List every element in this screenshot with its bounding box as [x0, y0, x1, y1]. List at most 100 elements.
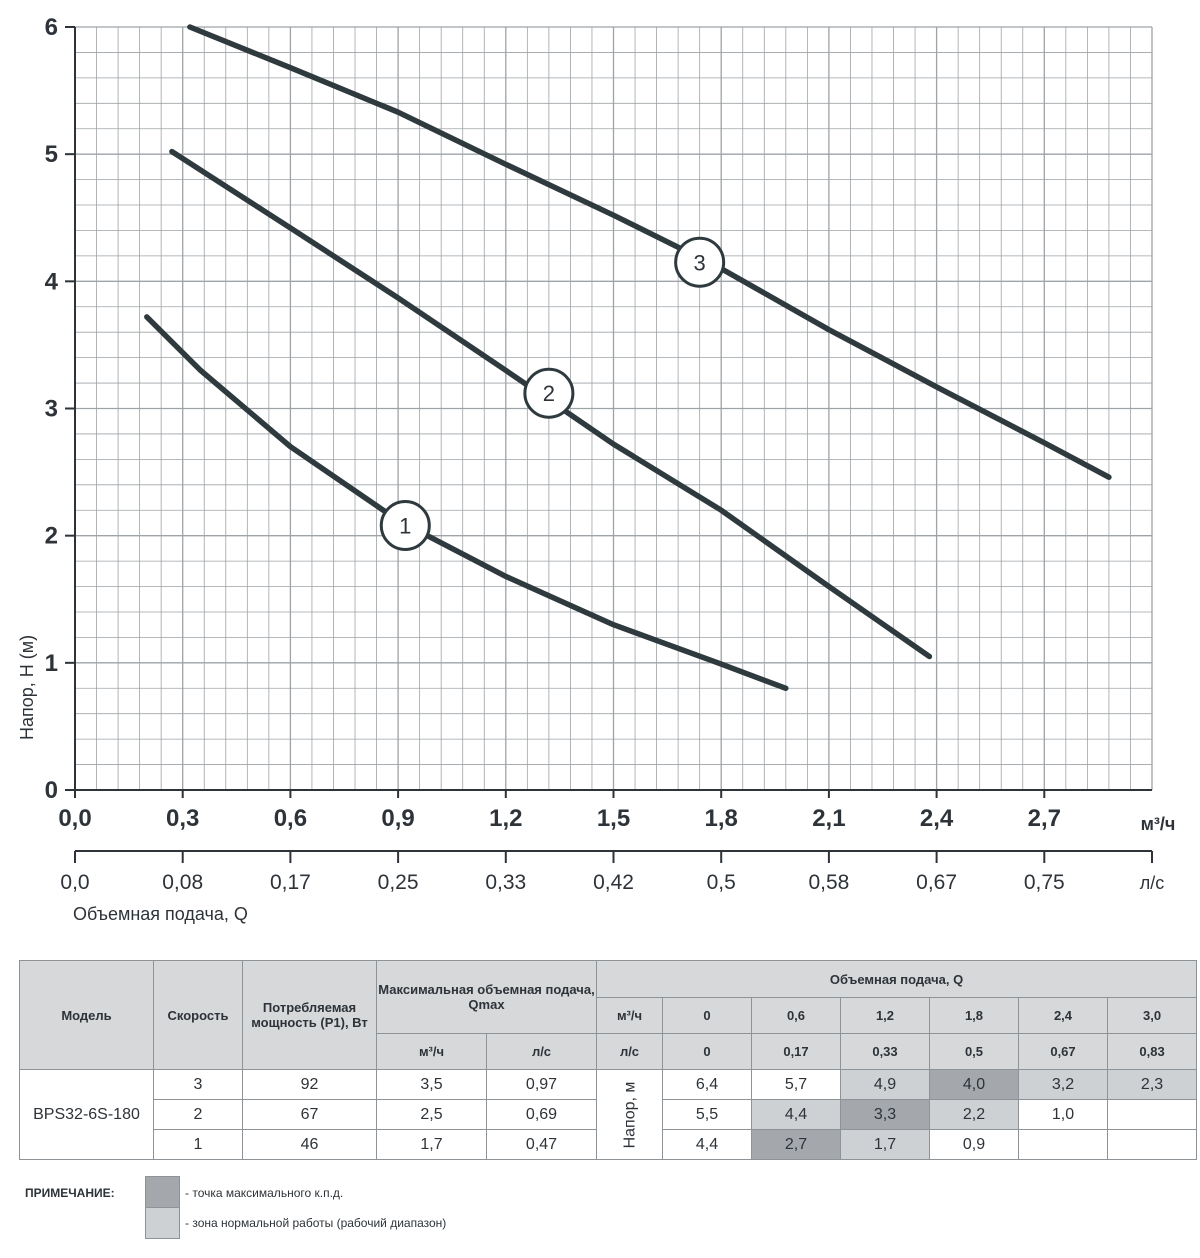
x-tick-label: 1,8	[705, 805, 738, 832]
speed-cell: 3	[153, 1069, 243, 1100]
x2-tick-label: 0,58	[808, 871, 849, 894]
head-value-cell: 1,0	[1018, 1099, 1108, 1130]
head-value-cell: 4,9	[840, 1069, 930, 1100]
x2-unit-label: л/с	[1140, 873, 1165, 893]
x2-tick-label: 0,5	[707, 871, 736, 894]
curve-label-circle	[674, 236, 726, 288]
x2-tick-label: 0,67	[916, 871, 957, 894]
x2-tick-label: 0,25	[378, 871, 419, 894]
header-flow-ls: 0,5	[929, 1033, 1019, 1070]
chart-labels: 0 1 2 3 4 5 6 0,0 0,3 0,6 0,9 1,2 1,5 1,8 2,1 2,4 2,7 м³/…	[45, 14, 1176, 894]
curve-label-1: 1	[399, 513, 411, 538]
power-cell: 92	[242, 1069, 377, 1100]
normal-zone-text: - зона нормальной работы (рабочий диапаз…	[185, 1216, 447, 1230]
y-axis-label: Напор, H (м)	[17, 635, 37, 740]
header-speed: Скорость	[153, 960, 243, 1070]
qmax-m3h-cell: 1,7	[376, 1129, 487, 1160]
head-value-cell	[1106, 1129, 1198, 1160]
qmax-ls-cell: 0,47	[486, 1129, 597, 1160]
performance-table: Модель Скорость Потребляемая мощность (P…	[19, 960, 1198, 1160]
y-tick-label: 2	[45, 523, 58, 550]
x-tick-label: 2,7	[1028, 805, 1061, 832]
head-value-cell	[1106, 1099, 1198, 1130]
head-value-cell: 5,7	[751, 1069, 841, 1100]
head-value-cell: 6,4	[662, 1069, 752, 1100]
header-flow-m3h: 0	[662, 997, 752, 1034]
head-label: Напор, м	[621, 1081, 639, 1148]
qmax-ls-cell: 0,97	[486, 1069, 597, 1100]
x2-tick-label: 0,0	[60, 871, 89, 894]
x-tick-label: 1,2	[489, 805, 522, 832]
chart-axes	[65, 26, 1153, 863]
head-value-cell: 4,4	[662, 1129, 752, 1160]
header-flow-ls: 0,67	[1018, 1033, 1108, 1070]
x-tick-label: 1,5	[597, 805, 630, 832]
x-tick-label: 0,6	[274, 805, 307, 832]
header-model: Модель	[19, 960, 154, 1070]
x2-tick-label: 0,08	[162, 871, 203, 894]
note-label: ПРИМЕЧАНИЕ:	[25, 1186, 115, 1200]
pump-curve-chart: 0 1 2 3 4 5 6 0,0 0,3 0,6 0,9 1,2 1,5 1,8 2,1 2,4 2,7 м³/…	[17, 14, 1176, 924]
header-qmax-unit-m3h: м³/ч	[376, 1033, 487, 1070]
legend-note: ПРИМЕЧАНИЕ: - точка максимального к.п.д.…	[25, 1176, 625, 1240]
curve-label-3: 3	[694, 250, 706, 275]
header-flow-ls: 0,83	[1106, 1033, 1198, 1070]
head-value-cell: 5,5	[662, 1099, 752, 1130]
chart-grid	[74, 26, 1153, 791]
header-flow-unit-ls: л/с	[596, 1033, 663, 1070]
header-flow-m3h: 0,6	[751, 997, 841, 1034]
header-flow-m3h: 1,2	[840, 997, 930, 1034]
head-value-cell: 1,7	[840, 1129, 930, 1160]
header-flow-ls: 0,33	[840, 1033, 930, 1070]
model-cell: BPS32-6S-180	[19, 1069, 154, 1160]
head-value-cell: 2,3	[1106, 1069, 1198, 1100]
x2-tick-label: 0,17	[270, 871, 311, 894]
header-flow-m3h: 1,8	[929, 997, 1019, 1034]
curve-label-circle	[379, 499, 431, 551]
power-cell: 67	[242, 1099, 377, 1130]
head-value-cell	[1018, 1129, 1108, 1160]
power-cell: 46	[242, 1129, 377, 1160]
head-value-cell: 2,7	[751, 1129, 841, 1160]
header-flow-ls: 0,17	[751, 1033, 841, 1070]
x-tick-label: 0,0	[58, 805, 91, 832]
x-axis-label: Объемная подача, Q	[73, 904, 248, 924]
x-unit-label: м³/ч	[1141, 814, 1176, 834]
curve-label-circle	[523, 367, 575, 419]
header-flow-m3h: 2,4	[1018, 997, 1108, 1034]
curve-series-1	[144, 314, 789, 692]
y-tick-label: 3	[45, 396, 58, 423]
y-tick-label: 0	[45, 777, 58, 804]
y-tick-label: 6	[45, 14, 58, 41]
qmax-m3h-cell: 3,5	[376, 1069, 487, 1100]
header-qmax-unit-ls: л/с	[486, 1033, 597, 1070]
curve-label-2: 2	[543, 381, 555, 406]
head-value-cell: 3,2	[1018, 1069, 1108, 1100]
speed-cell: 1	[153, 1129, 243, 1160]
header-flow-ls: 0	[662, 1033, 752, 1070]
head-value-cell: 4,0	[929, 1069, 1019, 1100]
head-value-cell: 3,3	[840, 1099, 930, 1130]
x-tick-label: 0,3	[166, 805, 199, 832]
head-value-cell: 0,9	[929, 1129, 1019, 1160]
head-label-cell: Напор, м	[596, 1069, 663, 1160]
speed-cell: 2	[153, 1099, 243, 1130]
header-power: Потребляемая мощность (P1), Вт	[242, 960, 377, 1070]
y-tick-label: 5	[45, 141, 58, 168]
y-tick-label: 4	[45, 268, 59, 295]
x2-tick-label: 0,42	[593, 871, 634, 894]
x-tick-label: 2,4	[920, 805, 954, 832]
head-value-cell: 2,2	[929, 1099, 1019, 1130]
max-efficiency-text: - точка максимального к.п.д.	[185, 1186, 344, 1200]
x2-tick-label: 0,75	[1024, 871, 1065, 894]
header-flow: Объемная подача, Q	[595, 960, 1198, 998]
head-value-cell: 4,4	[751, 1099, 841, 1130]
qmax-m3h-cell: 2,5	[376, 1099, 487, 1130]
max-efficiency-swatch	[145, 1176, 180, 1208]
normal-zone-swatch	[145, 1207, 180, 1239]
x-tick-label: 0,9	[381, 805, 414, 832]
header-qmax: Максимальная объемная подача, Qmax	[376, 960, 597, 1034]
curve-series-3	[187, 24, 1112, 480]
x2-tick-label: 0,33	[485, 871, 526, 894]
header-flow-m3h: 3,0	[1106, 997, 1198, 1034]
